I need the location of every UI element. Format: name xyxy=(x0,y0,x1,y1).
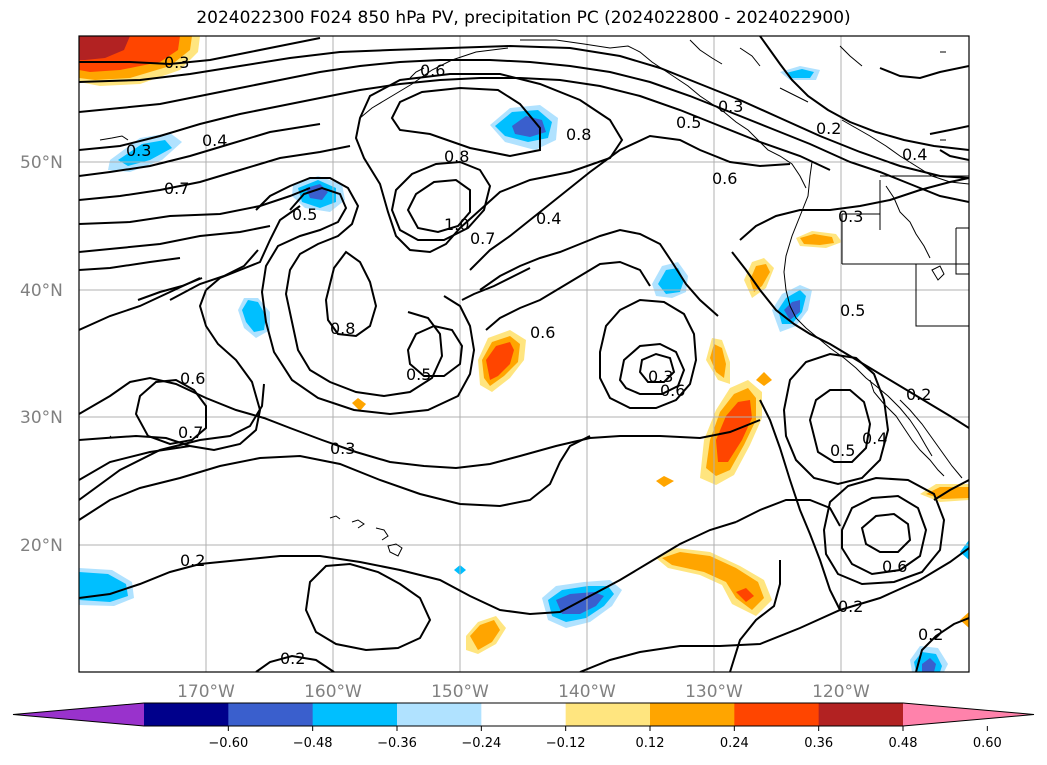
colorbar-tick-label: 0.48 xyxy=(889,736,918,751)
colorbar-tick-label: 0.60 xyxy=(973,736,1002,751)
lon-label: 130°W xyxy=(685,682,743,702)
precip-blob xyxy=(512,116,546,137)
precip-blob xyxy=(756,372,772,386)
contour-label: 0.3 xyxy=(126,141,151,160)
lat-label: 30°N xyxy=(20,408,63,428)
colorbar-tick-label: −0.48 xyxy=(293,736,333,751)
colorbar-segment xyxy=(481,703,567,726)
colorbar-tick-label: 0.36 xyxy=(804,736,833,751)
contour-label: 0.3 xyxy=(718,97,743,116)
contour-label: 0.3 xyxy=(330,439,355,458)
precip-blob xyxy=(79,572,128,602)
precip-blob xyxy=(242,300,266,332)
colorbar-segment xyxy=(650,703,735,726)
colorbar-tick-label: −0.60 xyxy=(208,736,248,751)
contour-label: 0.6 xyxy=(712,169,737,188)
contour-label: 0.2 xyxy=(180,551,205,570)
colorbar-extend-min xyxy=(13,703,144,726)
lon-label: 160°W xyxy=(304,682,362,702)
contour-label: 0.5 xyxy=(292,205,317,224)
contour-label: 0.6 xyxy=(882,557,907,576)
contour-label: 0.3 xyxy=(164,53,189,72)
precip-blob xyxy=(736,588,754,602)
colorbar-segment xyxy=(397,703,482,726)
contour-label: 0.2 xyxy=(906,385,931,404)
contour-label: 0.6 xyxy=(420,61,445,80)
precip-blob xyxy=(922,658,936,672)
colorbar-tick-label: −0.24 xyxy=(461,736,501,751)
colorbar-segment xyxy=(312,703,398,726)
lon-labels: 170°W 160°W 150°W 140°W 130°W 120°W xyxy=(177,682,870,702)
precip-blob xyxy=(79,36,130,60)
colorbar-tick-label: −0.12 xyxy=(546,736,586,751)
colorbar-outline xyxy=(12,702,1035,727)
precip-blob xyxy=(926,487,969,499)
contour-label: 0.8 xyxy=(444,147,469,166)
precip-blob xyxy=(786,69,814,78)
contour-label: 0.8 xyxy=(330,319,355,338)
map-title: 2024022300 F024 850 hPa PV, precipitatio… xyxy=(196,8,851,28)
map-frame xyxy=(78,35,970,673)
colorbar-segment xyxy=(565,703,651,726)
colorbar-segment xyxy=(228,703,314,726)
contour-label: 0.2 xyxy=(816,119,841,138)
contour-label: 0.2 xyxy=(838,597,863,616)
precip-blob xyxy=(658,268,684,294)
contour-label: 0.4 xyxy=(902,145,927,164)
colorbar-tick-label: −0.36 xyxy=(377,736,417,751)
precip-blob xyxy=(656,476,674,487)
contour-label: 0.2 xyxy=(918,625,943,644)
precip-blob xyxy=(800,234,834,245)
contour-label: 0.7 xyxy=(164,179,189,198)
lon-label: 140°W xyxy=(558,682,616,702)
contour-label: 0.6 xyxy=(180,369,205,388)
coastlines xyxy=(99,39,969,557)
colorbar-segment xyxy=(818,703,904,726)
colorbar-tick-label: 0.24 xyxy=(720,736,749,751)
contour-label: 0.7 xyxy=(470,229,495,248)
contour-labels: 0.3 0.6 0.3 0.5 0.8 0.2 0.4 0.3 0.4 0.7 … xyxy=(126,53,943,668)
pv-contours xyxy=(79,36,969,672)
precip-shading xyxy=(79,36,969,672)
contour-label: 0.5 xyxy=(840,301,865,320)
lat-labels: 50°N 40°N 30°N 20°N xyxy=(20,153,63,556)
colorbar-segment xyxy=(734,703,820,726)
contour-label: 0.4 xyxy=(862,429,887,448)
colorbar: −0.60 −0.48 −0.36 −0.24 −0.12 0.12 0.24 0.36 0.4… xyxy=(12,702,1035,751)
contour-label: 0.4 xyxy=(536,209,561,228)
contour-label: 0.4 xyxy=(202,131,227,150)
contour-label: 0.6 xyxy=(660,381,685,400)
gridlines xyxy=(79,36,969,672)
colorbar-segment xyxy=(144,703,229,726)
precip-blob xyxy=(486,342,514,380)
precip-blob xyxy=(470,620,500,650)
contour-label: 0.2 xyxy=(280,649,305,668)
contour-label: 1.0 xyxy=(444,215,469,234)
lon-label: 150°W xyxy=(431,682,489,702)
contour-label: 0.7 xyxy=(178,423,203,442)
contour-label: 0.3 xyxy=(838,207,863,226)
lat-label: 50°N xyxy=(20,153,63,173)
lat-label: 40°N xyxy=(20,281,63,301)
colorbar-tick-label: 0.12 xyxy=(636,736,665,751)
contour-label: 0.8 xyxy=(566,125,591,144)
contour-label: 0.5 xyxy=(406,365,431,384)
lon-label: 170°W xyxy=(177,682,235,702)
contour-label: 0.5 xyxy=(830,441,855,460)
contour-label: 0.6 xyxy=(530,323,555,342)
precip-blob xyxy=(662,552,764,610)
precip-blob xyxy=(118,140,172,166)
lon-label: 120°W xyxy=(812,682,870,702)
precip-blob xyxy=(750,264,770,292)
colorbar-extend-max xyxy=(903,703,1034,726)
precip-blob xyxy=(352,398,366,411)
contour-label: 0.3 xyxy=(648,367,673,386)
lat-label: 20°N xyxy=(20,536,63,556)
contour-label: 0.5 xyxy=(676,113,701,132)
